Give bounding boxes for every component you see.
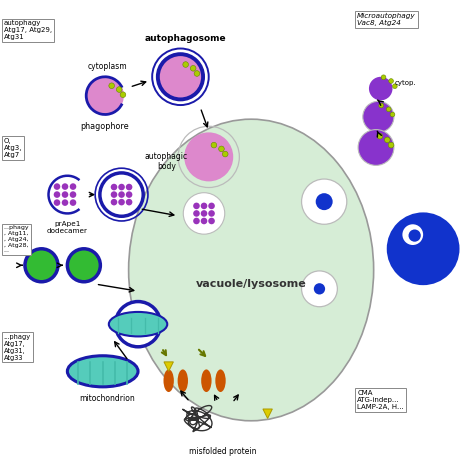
- Circle shape: [118, 199, 125, 205]
- Polygon shape: [263, 409, 273, 419]
- Circle shape: [409, 229, 421, 242]
- Circle shape: [208, 218, 215, 224]
- Circle shape: [54, 191, 60, 198]
- Circle shape: [117, 87, 122, 92]
- Ellipse shape: [128, 119, 374, 421]
- Circle shape: [219, 146, 224, 152]
- Text: vacuole/lysosome: vacuole/lysosome: [196, 279, 307, 289]
- Circle shape: [301, 271, 337, 307]
- Circle shape: [116, 301, 161, 347]
- Circle shape: [201, 218, 207, 224]
- Text: mitochondrion: mitochondrion: [80, 394, 135, 403]
- Ellipse shape: [109, 312, 167, 337]
- Text: ...phagy
, Atg11,
, Atg24,
, Atg28,
...: ...phagy , Atg11, , Atg24, , Atg28, ...: [4, 225, 29, 254]
- Circle shape: [390, 112, 395, 117]
- Circle shape: [111, 199, 117, 205]
- Ellipse shape: [164, 369, 174, 392]
- Ellipse shape: [178, 369, 188, 392]
- Circle shape: [183, 62, 189, 67]
- Circle shape: [358, 129, 394, 165]
- Circle shape: [158, 54, 203, 100]
- Circle shape: [208, 202, 215, 209]
- Text: misfolded protein: misfolded protein: [189, 447, 256, 456]
- Circle shape: [100, 173, 143, 216]
- Circle shape: [62, 199, 68, 206]
- Circle shape: [193, 202, 200, 209]
- Circle shape: [70, 191, 76, 198]
- Ellipse shape: [67, 356, 138, 387]
- Text: CMA
ATG-indep...
LAMP-2A, H...: CMA ATG-indep... LAMP-2A, H...: [357, 390, 404, 410]
- Text: autophagy
Atg17, Atg29,
Atg31: autophagy Atg17, Atg29, Atg31: [4, 20, 52, 40]
- Circle shape: [126, 199, 132, 205]
- Circle shape: [301, 179, 347, 224]
- Circle shape: [70, 199, 76, 206]
- Circle shape: [402, 224, 423, 245]
- Circle shape: [120, 92, 126, 98]
- Circle shape: [201, 202, 207, 209]
- Circle shape: [384, 137, 390, 143]
- Circle shape: [111, 191, 117, 198]
- Circle shape: [193, 218, 200, 224]
- Circle shape: [392, 84, 397, 89]
- Circle shape: [54, 199, 60, 206]
- Circle shape: [314, 283, 325, 294]
- Circle shape: [194, 71, 200, 76]
- Circle shape: [118, 191, 125, 198]
- Circle shape: [118, 184, 125, 191]
- Circle shape: [211, 142, 217, 148]
- Circle shape: [183, 193, 225, 234]
- Circle shape: [193, 210, 200, 217]
- Circle shape: [386, 107, 391, 112]
- Circle shape: [111, 184, 117, 191]
- Circle shape: [208, 210, 215, 217]
- Circle shape: [379, 103, 383, 108]
- Text: prApe1
dodecamer: prApe1 dodecamer: [47, 220, 88, 234]
- Circle shape: [388, 142, 394, 148]
- Circle shape: [62, 183, 68, 190]
- Text: O,
Atg3,
Atg7: O, Atg3, Atg7: [4, 138, 22, 158]
- Circle shape: [191, 65, 196, 71]
- Text: phagophore: phagophore: [81, 121, 129, 130]
- Circle shape: [86, 77, 124, 115]
- Ellipse shape: [201, 369, 211, 392]
- Circle shape: [25, 249, 58, 282]
- Circle shape: [126, 184, 132, 191]
- Text: ...phagy
Atg17,
Atg31,
Atg33: ...phagy Atg17, Atg31, Atg33: [4, 334, 31, 361]
- Ellipse shape: [215, 369, 226, 392]
- Circle shape: [201, 210, 207, 217]
- Circle shape: [184, 132, 233, 182]
- Text: autophagosome: autophagosome: [145, 34, 226, 43]
- Text: cytop.: cytop.: [395, 80, 417, 86]
- Circle shape: [109, 83, 115, 89]
- Text: autophagic
body: autophagic body: [145, 152, 188, 171]
- Text: Microautophagy
Vac8, Atg24: Microautophagy Vac8, Atg24: [357, 13, 416, 27]
- Circle shape: [316, 193, 333, 210]
- Circle shape: [126, 191, 132, 198]
- Circle shape: [381, 75, 386, 80]
- Circle shape: [54, 183, 60, 190]
- Circle shape: [62, 191, 68, 198]
- Circle shape: [389, 79, 393, 83]
- Circle shape: [369, 77, 392, 100]
- Polygon shape: [164, 362, 173, 371]
- Circle shape: [363, 101, 394, 132]
- Circle shape: [222, 151, 228, 157]
- Circle shape: [70, 183, 76, 190]
- Circle shape: [388, 213, 458, 284]
- Text: cytoplasm: cytoplasm: [88, 62, 127, 71]
- Circle shape: [67, 249, 100, 282]
- Circle shape: [377, 133, 383, 139]
